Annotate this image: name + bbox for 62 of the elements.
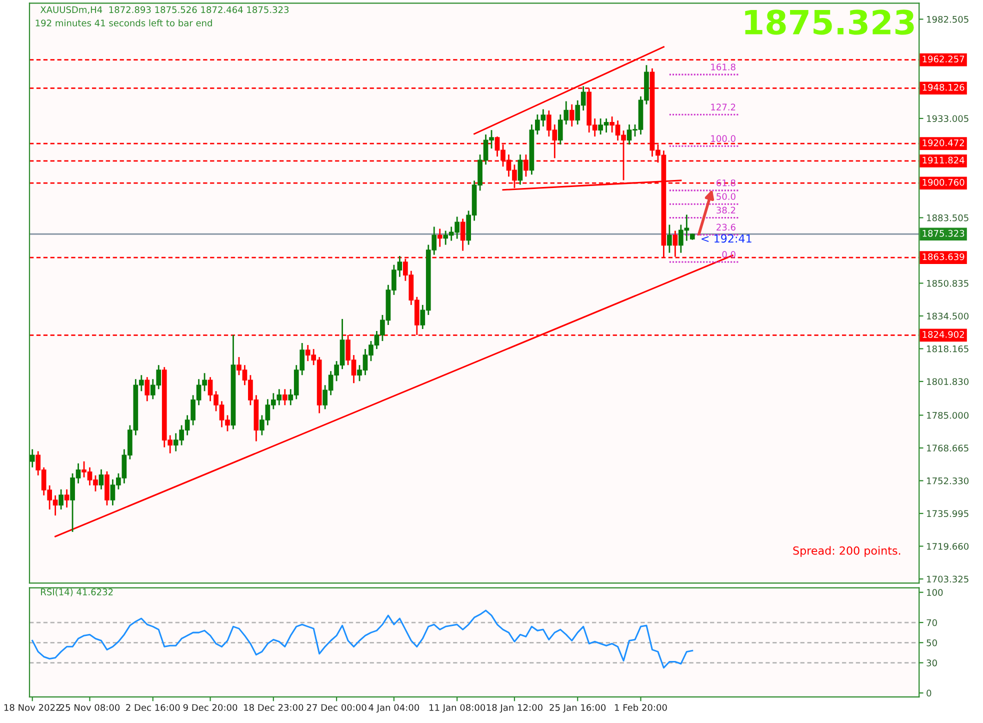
line-series <box>32 610 694 669</box>
ref-line-label: 1948.126 <box>922 84 964 91</box>
annotation: < 192:41 <box>702 234 752 243</box>
y-tick-label: 1719.660 <box>927 542 969 550</box>
candlestick <box>30 448 35 468</box>
annotation: 100.0 <box>711 135 736 142</box>
y-tick-label: 1850.835 <box>927 280 968 287</box>
annotation: 0.0 <box>722 251 736 258</box>
ref-line-label: 1863.639 <box>922 253 964 260</box>
candlestick <box>460 218 466 252</box>
annotation: 50.0 <box>716 193 736 200</box>
candlestick <box>144 376 150 402</box>
annotation: 23.6 <box>716 224 736 231</box>
x-tick-label: 25 Jan 16:00 <box>550 704 606 713</box>
y-tick-label: 1703.325 <box>927 576 968 583</box>
x-tick-label: 25 Nov 08:00 <box>60 704 120 711</box>
x-tick-label: 4 Jan 04:00 <box>368 704 420 713</box>
y-tick-label: 1834.500 <box>927 312 969 320</box>
ref-line-label: 1920.472 <box>922 139 964 146</box>
y-tick-label: 1801.830 <box>927 378 969 386</box>
candlestick <box>98 468 104 490</box>
chart-title: XAUUSDm,H4 1872.893 1875.526 1872.464 1875.323 <box>40 6 289 14</box>
ref-line-label: 1911.824 <box>922 156 964 164</box>
ref-line-label: 1875.323 <box>922 230 964 237</box>
y-tick-label: 0 <box>926 690 932 697</box>
y-tick-label: 1785.000 <box>927 412 969 419</box>
y-tick-label: 1752.330 <box>927 477 969 484</box>
annotation: 1875.323 <box>745 10 914 35</box>
y-tick-label: 1883.505 <box>927 214 968 222</box>
x-tick-label: 18 Dec 23:00 <box>244 704 304 711</box>
x-tick-label: 2 Dec 16:00 <box>126 704 180 711</box>
y-tick-label: 70 <box>926 619 937 626</box>
candlestick <box>58 488 64 510</box>
annotation: 38.2 <box>716 206 736 214</box>
y-tick-label: 1735.995 <box>927 510 968 518</box>
x-tick-label: 9 Dec 20:00 <box>183 704 238 711</box>
ref-line-label: 1962.257 <box>922 56 964 62</box>
y-tick-label: 100 <box>927 589 943 596</box>
y-tick-label: 1982.505 <box>927 16 968 23</box>
annotation: Spread: 200 points. <box>793 546 900 557</box>
chart-title: RSI(14) 41.6232 <box>41 588 113 596</box>
y-tick-label: 1768.665 <box>927 444 968 452</box>
candlestick <box>569 104 574 128</box>
candlestick <box>64 488 70 508</box>
y-tick-label: 30 <box>926 659 937 666</box>
x-tick-label: 1 Feb 20:00 <box>614 704 667 711</box>
y-tick-label: 1933.005 <box>927 115 968 122</box>
candlestick <box>437 228 442 248</box>
annotation: 127.2 <box>711 104 736 110</box>
x-tick-label: 18 Nov 2022 <box>4 704 60 711</box>
y-tick-label: 1818.165 <box>927 345 968 352</box>
text: 192 minutes 41 seconds left to bar end <box>36 19 212 26</box>
x-tick-label: 11 Jan 08:00 <box>429 704 486 713</box>
ref-line-label: 1900.760 <box>922 178 964 186</box>
candlestick <box>518 154 523 186</box>
candlestick <box>667 224 672 254</box>
y-tick-label: 50 <box>926 639 937 646</box>
ref-line-label: 1824.902 <box>922 330 964 338</box>
annotation: 161.8 <box>711 64 736 70</box>
x-tick-label: 27 Dec 00:00 <box>306 704 366 711</box>
x-tick-label: 18 Jan 12:00 <box>486 704 542 713</box>
candlestick <box>282 388 288 406</box>
